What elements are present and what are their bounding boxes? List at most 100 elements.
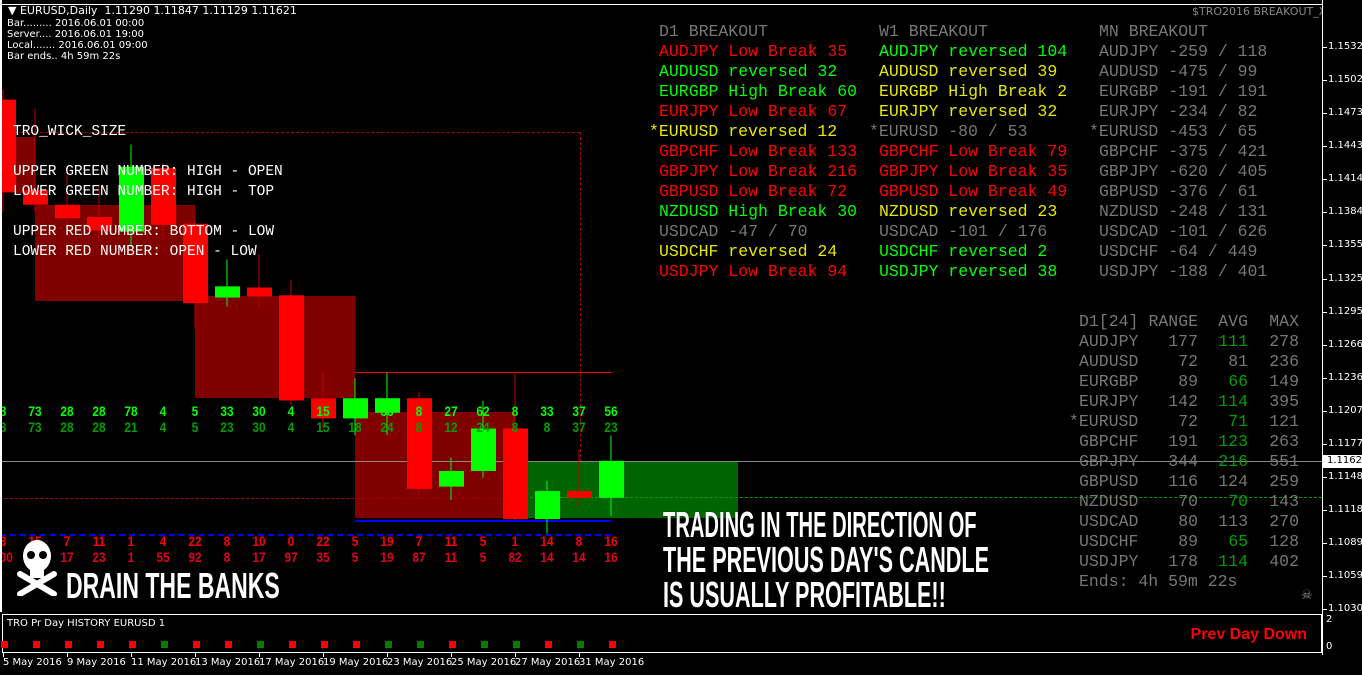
time-tick [515,653,516,657]
chart-title: ▼ EURUSD,Daily 1.11290 1.11847 1.11129 1… [8,5,297,16]
range-avg: 70 [1228,492,1248,511]
bar-info: Bar......... 2016.06.01 00:00 Server.... … [7,18,148,62]
breakout-row: USDJPY reversed 38 [879,262,1058,281]
price-label: 1.11480 [1328,470,1362,482]
candle-body [55,204,80,219]
price-label: 1.13845 [1328,206,1362,217]
range-range: 142 [1168,392,1198,411]
history-day-down [33,641,40,648]
wick-number-green-upper: 33 [380,403,394,419]
range-box [195,296,355,398]
breakout-row: AUDUSD reversed 32 [659,62,838,81]
candle-body [311,398,336,419]
history-day-down [1,641,8,648]
range-max: 263 [1269,432,1299,451]
candle-body [343,398,368,419]
range-range: 116 [1168,472,1198,491]
wick-number-green-lower: 23 [220,419,234,435]
breakout-row: AUDUSD -475 / 99 [1099,62,1258,81]
breakout-row: USDCHF -64 / 449 [1099,242,1258,261]
candle-body [279,295,304,401]
range-pair: USDCHF [1079,532,1139,551]
wick-number-red-lower: 100 [0,549,13,565]
breakout-row: AUDJPY -259 / 118 [1099,42,1268,61]
range-pair: *EURUSD [1069,412,1139,431]
history-subwindow[interactable]: TRO Pr Day HISTORY EURUSD 1 Prev Day Dow… [2,614,1322,653]
breakout-row: GBPCHF -375 / 421 [1099,142,1268,161]
bear-candle [503,372,528,521]
breakout-row: USDCHF reversed 2 [879,242,1048,261]
price-label: 1.12070 [1328,404,1362,416]
wick-number-red-upper: 1 [127,533,135,549]
wick-number-red-upper: 22 [316,533,330,549]
bull-candle [215,259,240,307]
range-max: 270 [1269,512,1299,531]
ohlc-values: 1.11290 1.11847 1.11129 1.11621 [104,4,297,17]
info-line: Bar......... 2016.06.01 00:00 [7,18,145,29]
time-label: 31 May 2016 [579,657,645,668]
wick-number-red-upper: 7 [415,533,423,549]
range-max: 402 [1269,552,1299,571]
range-range: 178 [1168,552,1198,571]
wick-number-green-lower: 18 [348,419,362,435]
wick-number-green-lower: 24 [476,419,490,435]
wick-number-red-upper: 14 [540,533,554,549]
price-tick [1323,575,1327,577]
range-avg: 65 [1228,532,1248,551]
symbol-title: EURUSD,Daily [19,4,98,17]
candle-body [23,190,48,205]
breakout-row: *EURUSD -453 / 65 [1089,122,1258,141]
history-day-down [129,641,136,648]
range-range: 70 [1178,492,1198,511]
price-axis-border [1322,0,1323,655]
blue-level-line [355,520,611,522]
candle-body [439,470,464,487]
bear-candle [87,184,112,243]
candle-body [215,286,240,298]
history-day-up [257,641,264,648]
wick-number-green-upper: 37 [572,403,586,419]
wick-legend-line: UPPER RED NUMBER: BOTTOM - LOW [13,224,275,240]
wick-number-red-upper: 0 [287,533,295,549]
wick-number-red-lower: 16 [604,549,618,565]
range-avg: 216 [1218,452,1248,471]
time-label: 23 May 2016 [387,657,453,668]
breakout-row: NZDUSD High Break 30 [659,202,858,221]
history-day-up [577,641,584,648]
wick-number-green-lower: 21 [124,419,138,435]
history-day-down [65,641,72,648]
blue-dashed-line [0,534,611,536]
time-label: 13 May 2016 [195,657,261,668]
chart-top-border [0,4,1322,5]
breakout-row: USDJPY -188 / 401 [1099,262,1268,281]
banner-line-1: TRADING IN THE DIRECTION OF [663,504,977,545]
bear-candle [0,89,16,213]
wick-number-green-upper: 62 [476,403,490,419]
price-tick [1323,179,1327,180]
main-chart[interactable]: 8 73 28 28 78 4 5 33 30 4 15 18 33 8 27 62 8 33 37 56 8 73 28 2… [0,0,1322,612]
range-range: 72 [1178,412,1198,431]
wick-number-green-lower: 30 [252,419,266,435]
time-tick [195,653,196,657]
breakout-row: USDCAD -101 / 626 [1099,222,1268,241]
sub-axis-min: 0 [1326,641,1333,652]
range-pair: GBPUSD [1079,472,1139,491]
bear-candle [567,449,592,507]
price-tick [1323,47,1327,48]
wick-number-green-lower: 5 [191,419,199,435]
price-label: 1.10890 [1328,536,1362,548]
current-price-line [0,461,1322,462]
candle-body [535,491,560,520]
breakout-row: GBPCHF Low Break 79 [879,142,1068,161]
bear-candle [247,253,272,307]
price-label: 1.14730 [1328,107,1362,118]
wick-number-green-lower: 28 [60,419,74,435]
wick-number-green-upper: 27 [444,403,458,419]
wick-number-green-upper: 78 [124,403,138,419]
range-avg: 66 [1228,372,1248,391]
triangle-down-icon[interactable]: ▼ [8,4,20,17]
wick-number-red-lower: 55 [156,549,170,565]
info-line: Server.... 2016.06.01 19:00 [7,29,145,40]
info-line: Local....... 2016.06.01 09:00 [7,40,148,51]
breakout-row: AUDJPY reversed 104 [879,42,1068,61]
